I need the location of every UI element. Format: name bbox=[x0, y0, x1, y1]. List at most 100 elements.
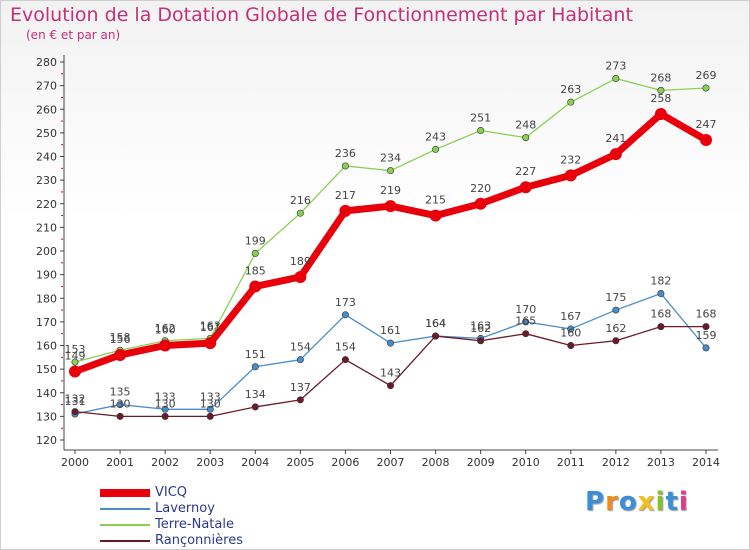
data-label-lavernoy: 133 bbox=[200, 390, 221, 403]
logo-letter: t bbox=[665, 487, 679, 517]
data-label-vicq: 185 bbox=[245, 264, 266, 277]
y-tick-label: 250 bbox=[36, 127, 57, 140]
data-label-terre-natale: 162 bbox=[155, 322, 176, 335]
data-point-vicq bbox=[384, 200, 397, 213]
data-point-terre-natale bbox=[296, 209, 304, 217]
data-label-ran-onni-res: 137 bbox=[290, 381, 311, 394]
data-point-lavernoy bbox=[386, 339, 394, 347]
data-label-terre-natale: 243 bbox=[425, 130, 446, 143]
data-label-ran-onni-res: 168 bbox=[696, 308, 717, 321]
data-point-vicq bbox=[609, 148, 622, 161]
data-point-lavernoy bbox=[567, 325, 575, 333]
data-point-vicq bbox=[339, 204, 352, 217]
data-label-vicq: 149 bbox=[65, 349, 86, 362]
data-label-terre-natale: 216 bbox=[290, 194, 311, 207]
x-tick-label: 2007 bbox=[377, 456, 405, 469]
data-label-terre-natale: 248 bbox=[515, 119, 536, 132]
y-tick-label: 260 bbox=[36, 103, 57, 116]
x-tick-label: 2009 bbox=[467, 456, 495, 469]
data-label-ran-onni-res: 130 bbox=[110, 397, 131, 410]
chart-title: Evolution de la Dotation Globale de Fonc… bbox=[10, 4, 633, 26]
x-tick-label: 2013 bbox=[647, 456, 675, 469]
legend-swatch-terre-natale bbox=[100, 524, 150, 526]
data-label-lavernoy: 135 bbox=[110, 386, 131, 399]
data-label-ran-onni-res: 130 bbox=[200, 397, 221, 410]
data-point-vicq bbox=[700, 133, 712, 146]
data-label-terre-natale: 158 bbox=[110, 331, 131, 344]
legend-label-ran-onni-res: Rançonnières bbox=[155, 533, 243, 548]
data-label-terre-natale: 153 bbox=[65, 343, 86, 356]
data-label-lavernoy: 170 bbox=[515, 303, 536, 316]
data-point-vicq bbox=[654, 107, 667, 120]
data-point-vicq bbox=[474, 197, 487, 210]
data-point-terre-natale bbox=[612, 75, 620, 83]
data-point-vicq bbox=[564, 169, 577, 182]
data-point-lavernoy bbox=[522, 318, 530, 326]
data-label-ran-onni-res: 168 bbox=[650, 308, 671, 321]
data-label-vicq: 160 bbox=[155, 324, 176, 337]
data-point-lavernoy bbox=[206, 405, 214, 413]
data-point-vicq bbox=[69, 365, 81, 378]
data-point-ran-onni-res bbox=[341, 356, 349, 364]
data-point-terre-natale bbox=[432, 145, 440, 153]
data-label-ran-onni-res: 165 bbox=[515, 315, 536, 328]
y-tick-label: 150 bbox=[36, 363, 57, 376]
data-label-terre-natale: 263 bbox=[560, 83, 581, 96]
data-label-terre-natale: 269 bbox=[696, 69, 717, 82]
x-tick-label: 2002 bbox=[151, 456, 179, 469]
data-point-vicq bbox=[159, 339, 172, 352]
y-tick-label: 230 bbox=[36, 174, 57, 187]
y-tick-label: 190 bbox=[36, 269, 57, 282]
x-tick-label: 2010 bbox=[512, 456, 540, 469]
data-label-vicq: 227 bbox=[515, 165, 536, 178]
chart-subtitle: (en € et par an) bbox=[26, 28, 121, 42]
data-label-lavernoy: 151 bbox=[245, 348, 266, 361]
data-point-terre-natale bbox=[657, 86, 665, 94]
series-line-terre-natale bbox=[74, 77, 707, 363]
data-label-terre-natale: 163 bbox=[200, 319, 221, 332]
data-point-lavernoy bbox=[116, 401, 124, 409]
data-point-ran-onni-res bbox=[296, 396, 304, 404]
data-point-ran-onni-res bbox=[116, 412, 124, 420]
data-label-vicq: 220 bbox=[470, 182, 491, 195]
data-point-lavernoy bbox=[657, 290, 665, 298]
data-label-terre-natale: 268 bbox=[650, 71, 671, 84]
data-label-ran-onni-res: 164 bbox=[425, 317, 446, 330]
data-label-lavernoy: 133 bbox=[155, 390, 176, 403]
data-label-ran-onni-res: 160 bbox=[560, 327, 581, 340]
data-point-lavernoy bbox=[161, 405, 169, 413]
data-point-terre-natale bbox=[702, 84, 710, 92]
data-point-ran-onni-res bbox=[612, 337, 620, 345]
y-tick-label: 170 bbox=[36, 316, 57, 329]
data-label-terre-natale: 273 bbox=[605, 60, 626, 73]
data-point-lavernoy bbox=[612, 306, 620, 314]
data-label-vicq: 241 bbox=[605, 132, 626, 145]
data-label-lavernoy: 182 bbox=[650, 275, 671, 288]
y-tick-label: 130 bbox=[36, 410, 57, 423]
y-tick-label: 240 bbox=[36, 151, 57, 164]
data-point-ran-onni-res bbox=[386, 382, 394, 390]
data-label-ran-onni-res: 132 bbox=[65, 393, 86, 406]
y-tick-label: 280 bbox=[36, 56, 57, 69]
data-point-lavernoy bbox=[251, 363, 259, 371]
data-point-terre-natale bbox=[341, 162, 349, 170]
x-tick-label: 2001 bbox=[106, 456, 134, 469]
legend-label-vicq: VICQ bbox=[155, 485, 188, 500]
data-label-lavernoy: 163 bbox=[470, 319, 491, 332]
data-label-ran-onni-res: 143 bbox=[380, 367, 401, 380]
logo-letter: i bbox=[655, 487, 666, 517]
data-label-lavernoy: 154 bbox=[290, 341, 311, 354]
data-label-ran-onni-res: 154 bbox=[335, 341, 356, 354]
data-label-vicq: 258 bbox=[650, 92, 671, 105]
data-label-lavernoy: 159 bbox=[696, 329, 717, 342]
data-point-ran-onni-res bbox=[567, 341, 575, 349]
data-point-terre-natale bbox=[71, 358, 79, 366]
data-label-ran-onni-res: 134 bbox=[245, 388, 266, 401]
y-tick-label: 200 bbox=[36, 245, 57, 258]
data-label-vicq: 247 bbox=[696, 118, 717, 131]
data-label-terre-natale: 251 bbox=[470, 112, 491, 125]
data-point-terre-natale bbox=[477, 127, 485, 135]
logo-letter: i bbox=[678, 487, 689, 517]
data-point-ran-onni-res bbox=[71, 408, 79, 416]
proxiti-logo: Proxiti bbox=[585, 487, 689, 517]
